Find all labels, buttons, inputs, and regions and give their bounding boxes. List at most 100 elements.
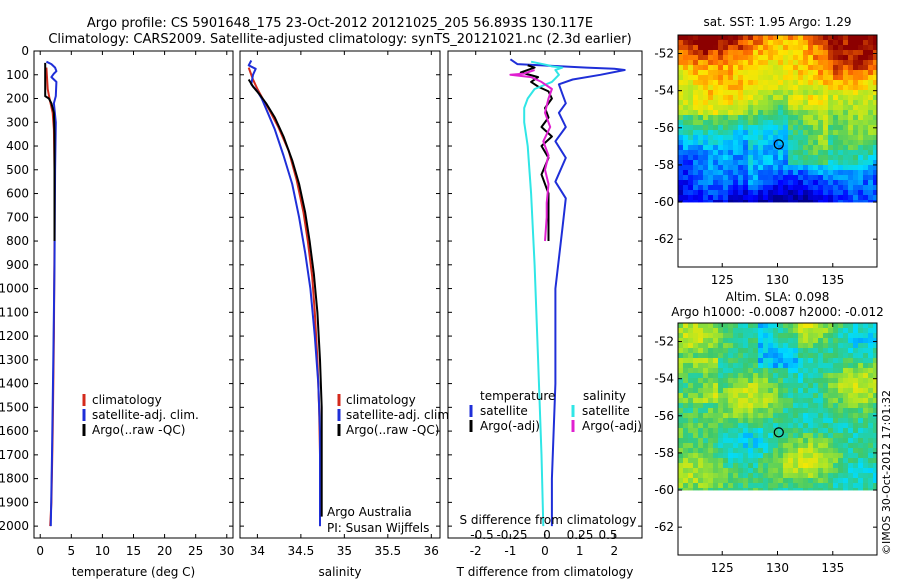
heatmap-cell <box>803 388 809 394</box>
heatmap-cell <box>788 55 794 61</box>
heatmap-cell <box>868 358 874 364</box>
heatmap-cell <box>688 368 694 374</box>
heatmap-cell <box>708 70 714 76</box>
heatmap-cell <box>738 40 744 46</box>
heatmap-cell <box>703 408 709 414</box>
heatmap-cell <box>828 170 834 176</box>
heatmap-cell <box>733 363 739 369</box>
heatmap-cell <box>803 443 809 449</box>
heatmap-cell <box>718 125 724 131</box>
heatmap-cell <box>788 363 794 369</box>
heatmap-cell <box>723 150 729 156</box>
heatmap-cell <box>843 433 849 439</box>
heatmap-cell <box>873 408 878 414</box>
heatmap-cell <box>818 358 824 364</box>
heatmap-cell <box>773 200 779 203</box>
heatmap-cell <box>768 130 774 136</box>
heatmap-cell <box>763 45 769 51</box>
heatmap-cell <box>708 393 714 399</box>
heatmap-cell <box>848 100 854 106</box>
heatmap-cell <box>683 190 689 196</box>
heatmap-cell <box>873 65 878 71</box>
heatmap-cell <box>853 328 859 334</box>
heatmap-cell <box>788 125 794 131</box>
heatmap-cell <box>858 170 864 176</box>
heatmap-cell <box>753 120 759 126</box>
heatmap-cell <box>863 458 869 464</box>
y-tick-label: 1800 <box>0 472 29 486</box>
heatmap-cell <box>813 348 819 354</box>
heatmap-cell <box>713 155 719 161</box>
heatmap-cell <box>778 175 784 181</box>
heatmap-cell <box>813 358 819 364</box>
x-tick-label: -1 <box>504 544 516 558</box>
heatmap-cell <box>678 180 684 186</box>
heatmap-cell <box>828 90 834 96</box>
heatmap-cell <box>738 463 744 469</box>
heatmap-cell <box>843 333 849 339</box>
heatmap-cell <box>738 55 744 61</box>
heatmap-cell <box>783 468 789 474</box>
heatmap-cell <box>733 180 739 186</box>
heatmap-cell <box>743 75 749 81</box>
heatmap-cell <box>873 358 878 364</box>
heatmap-cell <box>708 398 714 404</box>
heatmap-cell <box>868 333 874 339</box>
y-tick-label: 900 <box>6 258 29 272</box>
heatmap-cell <box>873 110 878 116</box>
heatmap-cell <box>793 333 799 339</box>
heatmap-cell <box>858 473 864 479</box>
heatmap-cell <box>738 180 744 186</box>
heatmap-cell <box>873 185 878 191</box>
heatmap-cell <box>848 40 854 46</box>
heatmap-cell <box>763 150 769 156</box>
heatmap-cell <box>813 363 819 369</box>
heatmap-cell <box>828 185 834 191</box>
heatmap-cell <box>743 40 749 46</box>
heatmap-cell <box>818 393 824 399</box>
heatmap-cell <box>848 165 854 171</box>
heatmap-cell <box>848 383 854 389</box>
map-subtitle: Argo h1000: -0.0087 h2000: -0.012 <box>671 305 884 319</box>
heatmap-cell <box>683 165 689 171</box>
heatmap-cell <box>693 120 699 126</box>
x-tick-label: 25 <box>188 544 203 558</box>
heatmap-cell <box>748 443 754 449</box>
heatmap-cell <box>683 60 689 66</box>
heatmap-cell <box>758 180 764 186</box>
heatmap-cell <box>868 448 874 454</box>
heatmap-cell <box>703 323 709 329</box>
heatmap-cell <box>773 328 779 334</box>
heatmap-cell <box>853 408 859 414</box>
heatmap-cell <box>848 35 854 41</box>
heatmap-cell <box>733 60 739 66</box>
heatmap-cell <box>833 433 839 439</box>
heatmap-cell <box>708 438 714 444</box>
heatmap-cell <box>838 155 844 161</box>
heatmap-cell <box>718 393 724 399</box>
heatmap-cell <box>698 468 704 474</box>
heatmap-cell <box>858 50 864 56</box>
heatmap-cell <box>743 428 749 434</box>
heatmap-cell <box>718 328 724 334</box>
heatmap-cell <box>748 165 754 171</box>
heatmap-cell <box>738 135 744 141</box>
heatmap-cell <box>688 358 694 364</box>
heatmap-cell <box>738 95 744 101</box>
heatmap-cell <box>863 45 869 51</box>
heatmap-cell <box>788 333 794 339</box>
heatmap-cell <box>773 185 779 191</box>
heatmap-cell <box>853 443 859 449</box>
heatmap-cell <box>803 433 809 439</box>
heatmap-cell <box>678 105 684 111</box>
heatmap-cell <box>708 190 714 196</box>
heatmap-cell <box>848 468 854 474</box>
heatmap-cell <box>813 185 819 191</box>
heatmap-cell <box>748 80 754 86</box>
heatmap-cell <box>828 135 834 141</box>
heatmap-cell <box>708 110 714 116</box>
heatmap-cell <box>843 105 849 111</box>
heatmap-cell <box>793 145 799 151</box>
heatmap-cell <box>873 423 878 429</box>
y-tick-label: -62 <box>654 520 674 534</box>
